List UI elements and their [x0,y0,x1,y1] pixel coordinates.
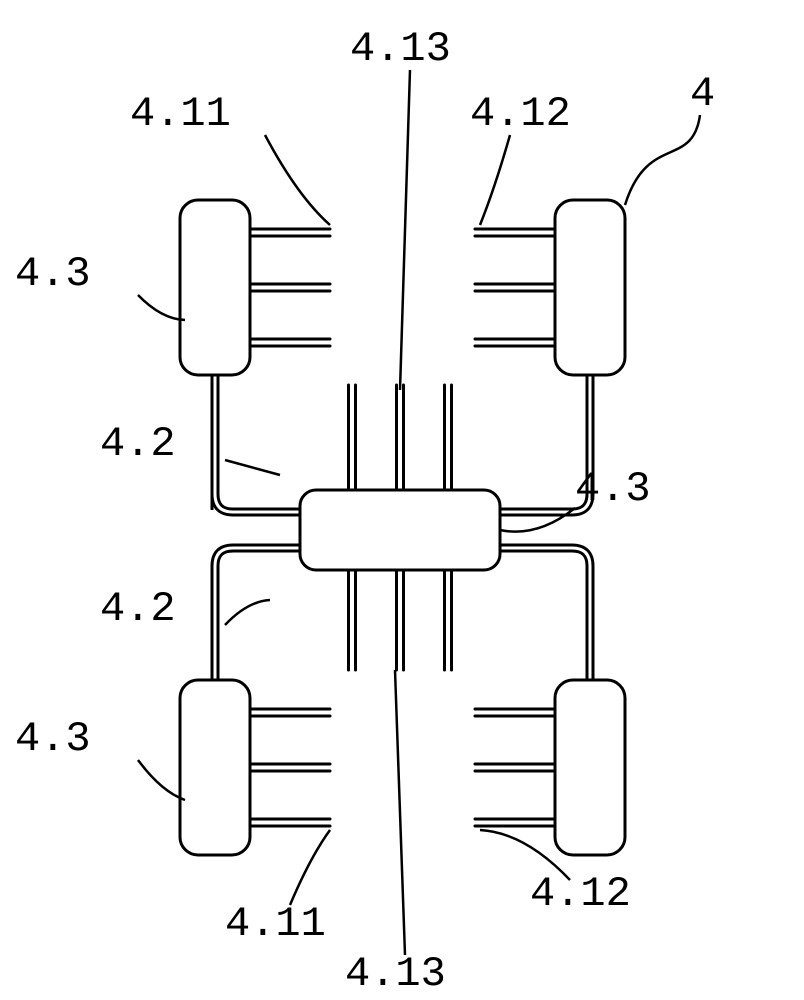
label-far_right: 4 [690,70,715,118]
leader-tr_412 [480,135,510,225]
leader-ml_43 [138,295,185,320]
diagram-canvas: 4.11 4.13 4.12 4 4.3 4.2 4.3 4.2 4.3 4.11 4.12 4.13 [0,0,804,1000]
label-mid_left_42a: 4.2 [100,420,176,468]
label-bot_left: 4.11 [225,900,326,948]
pipe-bl [215,548,300,680]
body-top-right [555,200,625,375]
leader-ml_42b [225,600,270,625]
label-low_left_43: 4.3 [15,715,91,763]
label-top_left: 4.11 [130,90,231,138]
pipe-br [500,548,590,680]
leader-bc_413 [395,670,405,955]
leader-bl_411 [290,830,330,905]
leader-ml_42a [225,460,280,475]
pipe-tl [215,375,300,512]
leader-fr_4 [625,115,700,205]
leader-tc_413 [400,70,410,390]
body-bot-right [555,680,625,855]
label-mid_right_43: 4.3 [575,465,651,513]
label-top_right: 4.12 [470,90,571,138]
label-mid_left_43: 4.3 [15,250,91,298]
label-bot_right: 4.12 [530,870,631,918]
label-top_center: 4.13 [350,25,451,73]
body-bot-left [180,680,250,855]
leader-tl_411 [265,135,330,225]
body-top-left [180,200,250,375]
label-bot_center: 4.13 [345,950,446,998]
leader-ll_43 [138,760,185,800]
label-mid_left_42b: 4.2 [100,585,176,633]
center-body [300,490,500,570]
